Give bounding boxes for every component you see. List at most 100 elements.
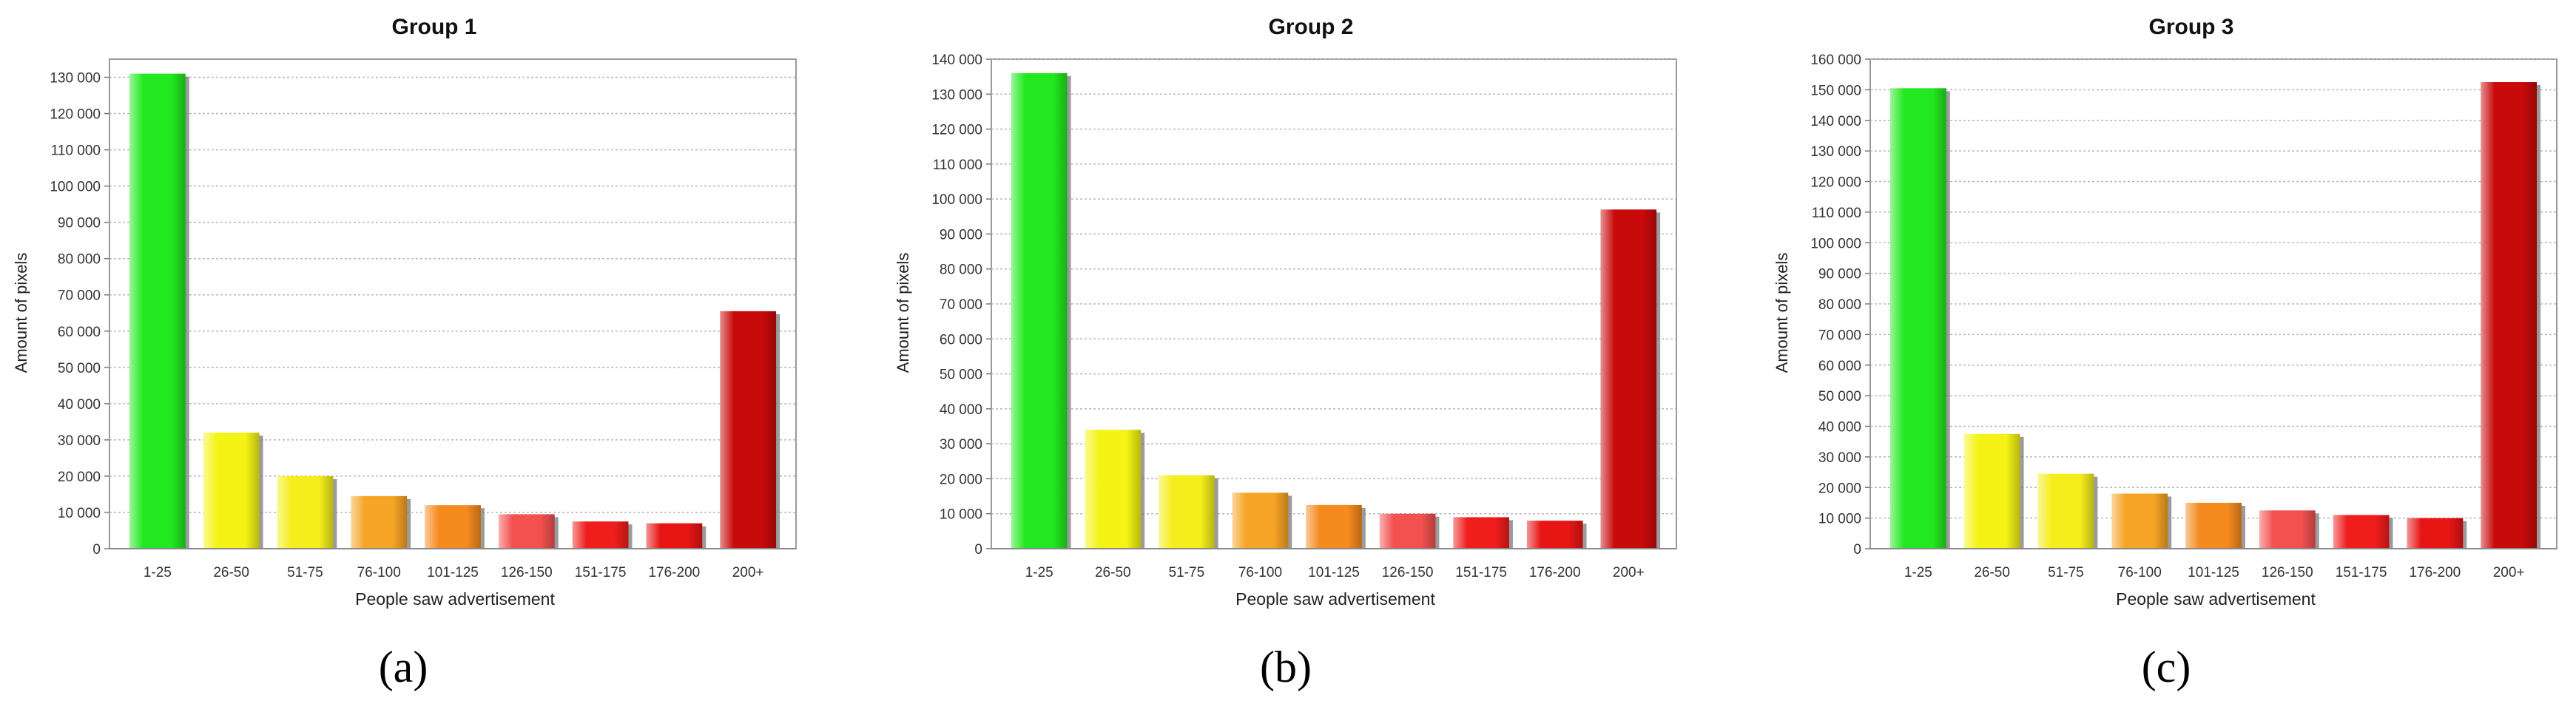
- y-tick-label: 30 000: [940, 437, 982, 453]
- x-axis-label: People saw advertisement: [2116, 589, 2316, 609]
- bar: [1379, 513, 1436, 549]
- chart-title: Group 3: [2148, 15, 2233, 39]
- bar: [720, 311, 777, 549]
- y-tick-label: 70 000: [58, 288, 101, 304]
- y-tick-label: 50 000: [58, 361, 101, 376]
- y-tick-label: 100 000: [1810, 236, 1861, 251]
- x-tick-label: 51-75: [2048, 565, 2084, 580]
- panel-caption: (c): [2142, 643, 2191, 691]
- x-tick-label: 126-150: [1382, 565, 1434, 580]
- bar: [351, 495, 408, 549]
- y-tick-label: 150 000: [1810, 83, 1861, 98]
- bar: [1600, 209, 1657, 549]
- bar: [1453, 517, 1509, 549]
- bar: [1085, 430, 1142, 549]
- y-tick-label: 30 000: [1818, 450, 1861, 466]
- bar: [2037, 473, 2094, 549]
- y-tick-label: 60 000: [1818, 359, 1861, 374]
- x-tick-label: 26-50: [213, 565, 249, 580]
- bar: [2333, 515, 2390, 549]
- x-tick-label: 200+: [732, 565, 764, 580]
- y-tick-label: 60 000: [58, 325, 101, 340]
- x-tick-label: 101-125: [1308, 565, 1360, 580]
- bar: [1526, 521, 1583, 549]
- bar: [572, 521, 629, 549]
- y-tick-label: 0: [1853, 542, 1861, 558]
- y-tick-label: 120 000: [50, 107, 101, 123]
- bar: [498, 514, 555, 549]
- x-tick-label: 200+: [1613, 565, 1645, 580]
- bar: [129, 73, 186, 549]
- y-tick-label: 70 000: [940, 297, 982, 313]
- bar: [277, 475, 334, 549]
- x-tick-label: 1-25: [1025, 565, 1053, 580]
- panel-c: Group 3 0 10 000 20 000 30 000 40 000 50 000 6…: [1773, 15, 2558, 691]
- bar: [2259, 510, 2316, 549]
- x-tick-label: 51-75: [1169, 565, 1205, 580]
- y-tick-label: 140 000: [1810, 114, 1861, 129]
- bar: [1306, 504, 1362, 549]
- bar: [2185, 502, 2242, 549]
- bar: [646, 523, 703, 549]
- x-tick-label: 76-100: [2118, 565, 2162, 580]
- panel-caption: (a): [379, 643, 428, 691]
- y-axis-label: Amount of pixels: [1773, 253, 1791, 373]
- y-axis-label: Amount of pixels: [894, 253, 912, 373]
- bar: [1159, 475, 1215, 549]
- bar: [425, 505, 481, 549]
- x-tick-label: 1-25: [1904, 565, 1932, 580]
- y-tick-label: 110 000: [51, 143, 101, 159]
- y-tick-label: 0: [92, 542, 101, 558]
- bar: [1011, 72, 1068, 549]
- y-tick-label: 140 000: [931, 53, 982, 68]
- y-tick-label: 110 000: [1812, 206, 1861, 221]
- x-tick-label: 151-175: [1455, 565, 1507, 580]
- y-tick-label: 50 000: [940, 368, 982, 383]
- y-tick-label: 130 000: [931, 87, 982, 103]
- y-tick-label: 160 000: [1810, 53, 1861, 68]
- y-tick-label: 20 000: [58, 470, 101, 485]
- y-tick-label: 0: [974, 542, 982, 558]
- x-axis-label: People saw advertisement: [355, 589, 555, 609]
- x-tick-label: 101-125: [427, 565, 479, 580]
- plot-area: 0 10 000 20 000 30 000 40 000 50 000 60 000 70 …: [931, 53, 1677, 580]
- x-tick-label: 51-75: [287, 565, 323, 580]
- bar: [2481, 82, 2538, 549]
- bar: [2111, 493, 2168, 549]
- bar: [203, 433, 260, 549]
- plot-area: 0 10 000 20 000 30 000 40 000 50 000 60 000 70 …: [50, 58, 797, 580]
- x-tick-label: 26-50: [1974, 565, 2010, 580]
- x-tick-label: 26-50: [1095, 565, 1131, 580]
- y-tick-label: 90 000: [1818, 267, 1861, 282]
- chart-title: Group 2: [1268, 15, 1353, 39]
- y-tick-label: 70 000: [1818, 328, 1861, 343]
- y-tick-label: 20 000: [1818, 481, 1861, 496]
- y-tick-label: 130 000: [50, 71, 101, 87]
- bar: [1889, 88, 1946, 549]
- y-tick-label: 120 000: [1810, 175, 1861, 191]
- x-tick-label: 101-125: [2188, 565, 2239, 580]
- panel-caption: (b): [1260, 643, 1312, 691]
- y-tick-label: 50 000: [1818, 389, 1861, 404]
- y-tick-label: 40 000: [1818, 420, 1861, 436]
- x-tick-label: 76-100: [357, 565, 401, 580]
- y-tick-label: 60 000: [940, 332, 982, 348]
- panel-a: Group 1 0 10 000 20 000 30 000 40 000 50 000 6…: [12, 15, 797, 691]
- x-tick-label: 176-200: [648, 565, 700, 580]
- bar: [1232, 492, 1289, 549]
- x-tick-label: 176-200: [1529, 565, 1581, 580]
- y-tick-label: 120 000: [931, 123, 982, 138]
- y-axis-label: Amount of pixels: [12, 253, 30, 373]
- y-tick-label: 80 000: [940, 263, 982, 278]
- x-tick-label: 76-100: [1238, 565, 1282, 580]
- y-tick-label: 30 000: [58, 433, 101, 449]
- x-tick-label: 1-25: [144, 565, 172, 580]
- chart-title: Group 1: [391, 15, 476, 39]
- bar: [1963, 433, 2020, 549]
- y-tick-label: 130 000: [1810, 144, 1861, 160]
- y-tick-label: 90 000: [940, 227, 982, 243]
- y-tick-label: 10 000: [1818, 512, 1861, 527]
- x-tick-label: 200+: [2493, 565, 2525, 580]
